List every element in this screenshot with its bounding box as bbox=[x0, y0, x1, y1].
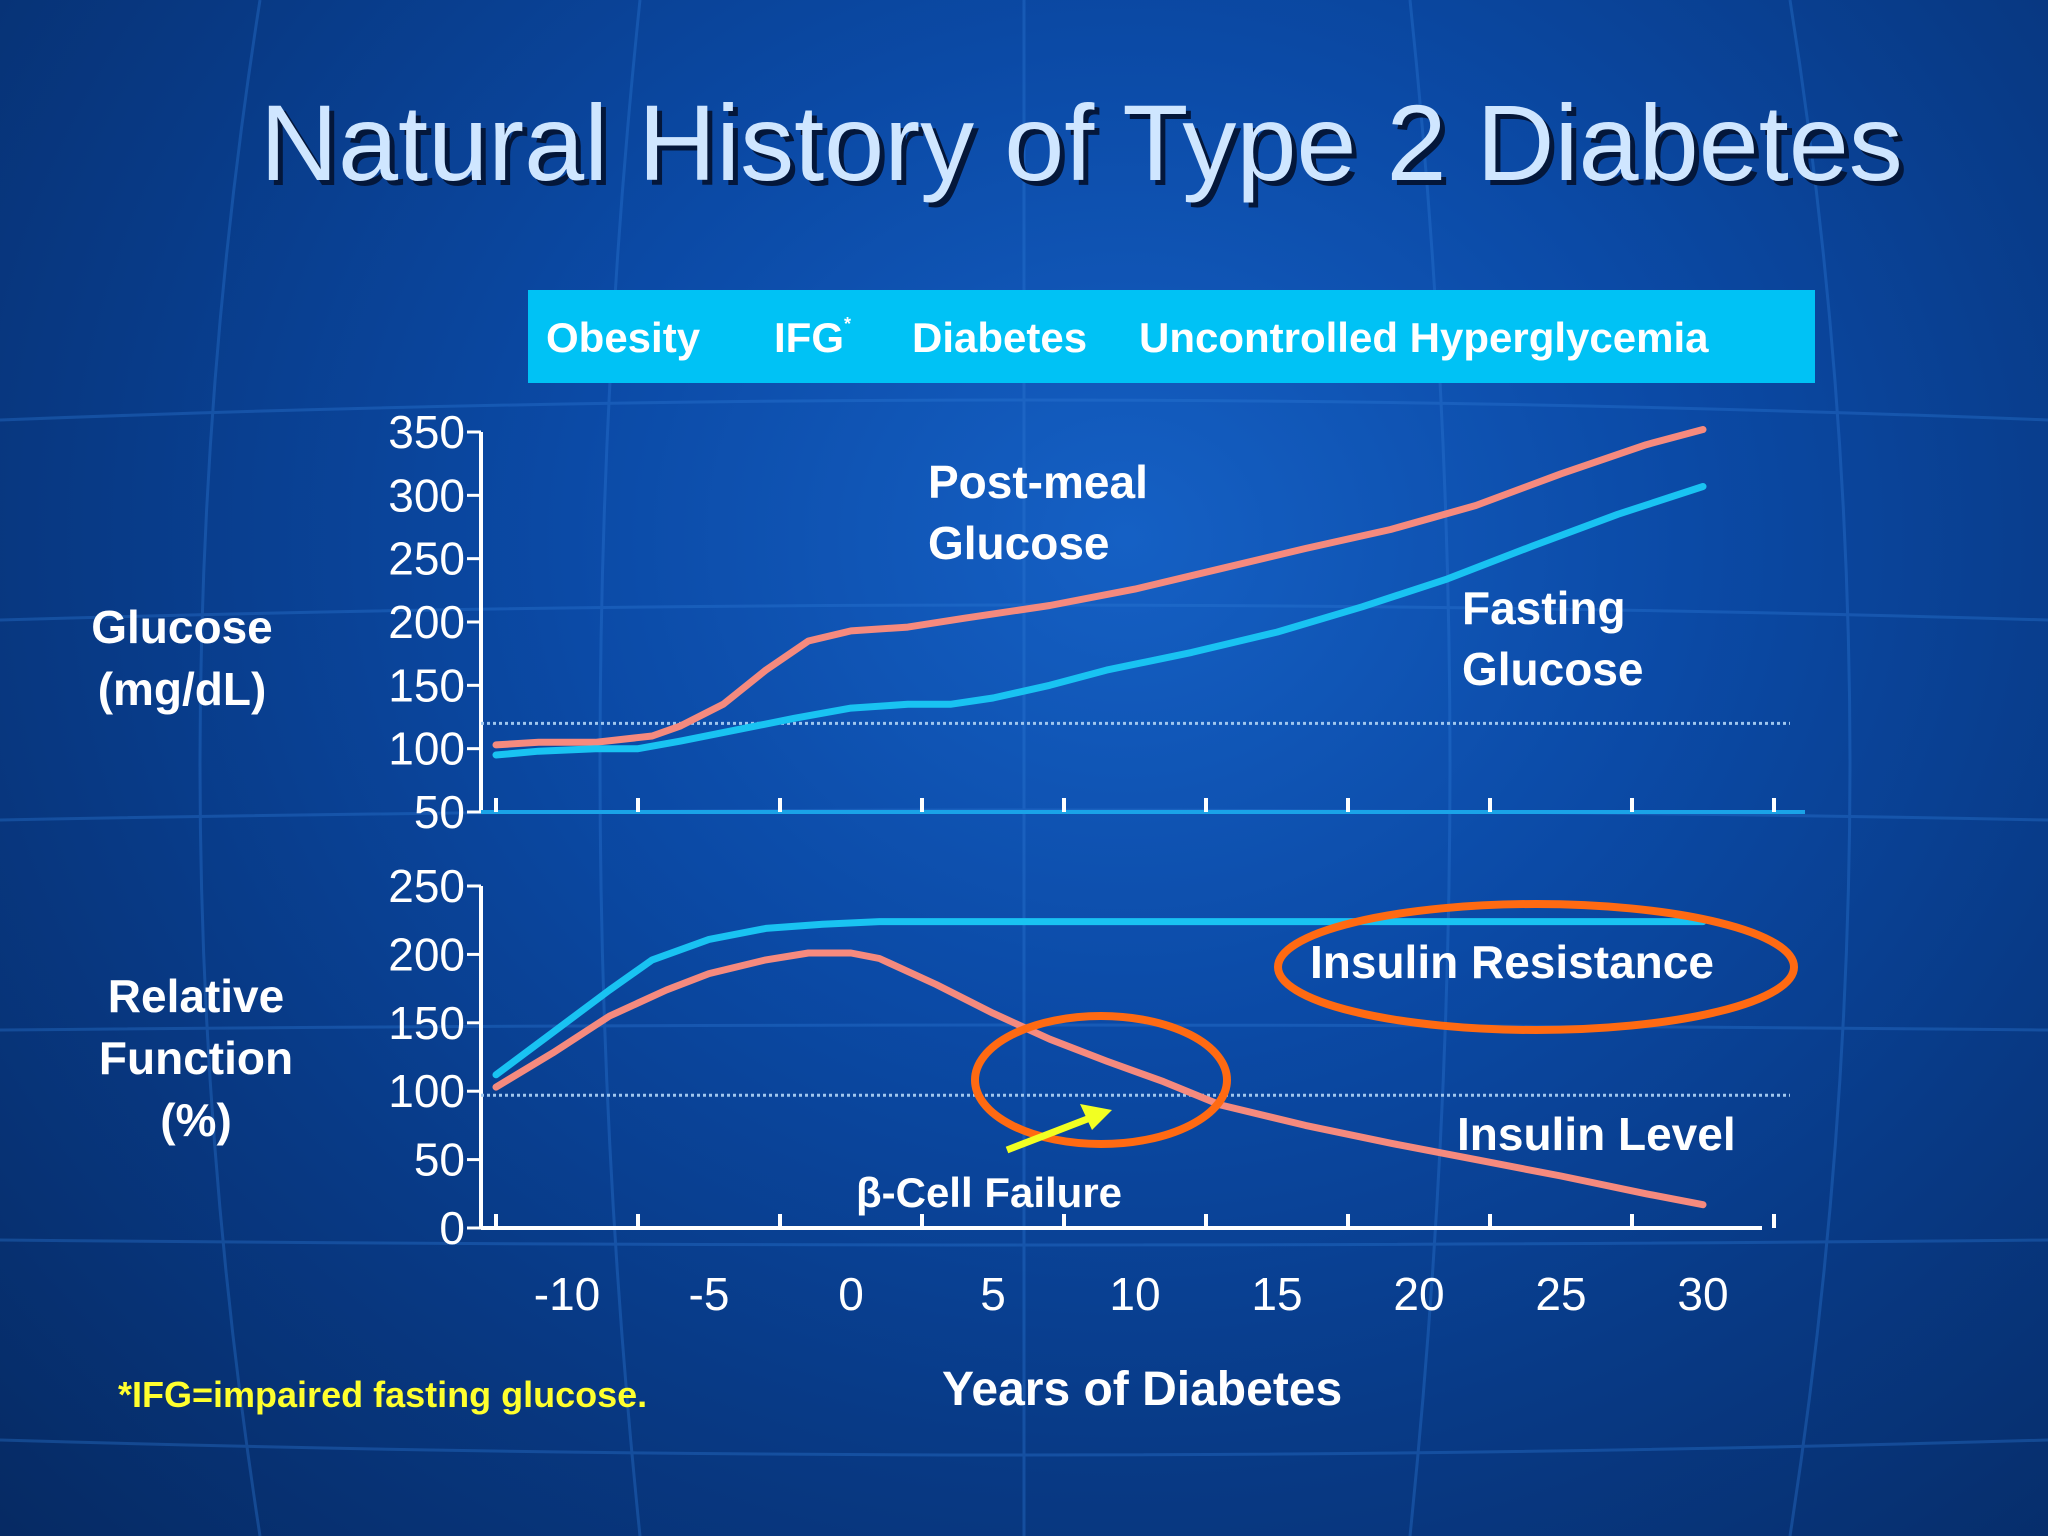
fasting-glucose-label-line1: Fasting bbox=[1462, 582, 1626, 634]
post-meal-glucose-label-line1: Post-meal bbox=[928, 456, 1148, 508]
y-tick-label-relative-function: 250 bbox=[388, 860, 465, 912]
glucose-axis-label-line1: Glucose bbox=[91, 601, 273, 653]
y-tick-label-relative-function: 0 bbox=[439, 1202, 465, 1254]
y-tick-label-glucose: 100 bbox=[388, 723, 465, 775]
y-tick-label-glucose: 50 bbox=[414, 786, 465, 838]
post-meal-glucose-label: Post-meal Glucose bbox=[928, 452, 1148, 574]
function-axis-label: Relative Function (%) bbox=[72, 965, 320, 1151]
function-axis-label-line1: Relative bbox=[107, 970, 285, 1022]
beta-cell-failure-label: β-Cell Failure bbox=[856, 1169, 1123, 1216]
y-tick-label-relative-function: 50 bbox=[414, 1134, 465, 1186]
stage-diabetes: Diabetes bbox=[912, 314, 1088, 361]
fasting-glucose-label-line2: Glucose bbox=[1462, 643, 1644, 695]
y-tick-label-glucose: 350 bbox=[388, 406, 465, 458]
y-tick-label-relative-function: 100 bbox=[388, 1065, 465, 1117]
x-tick-label: 30 bbox=[1677, 1268, 1728, 1320]
y-tick-label-relative-function: 150 bbox=[388, 997, 465, 1049]
stage-ifg: IFG* bbox=[774, 314, 851, 362]
x-tick-label: 10 bbox=[1109, 1268, 1160, 1320]
glucose-axis-label-line2: (mg/dL) bbox=[97, 663, 267, 715]
fasting-glucose-label: Fasting Glucose bbox=[1462, 578, 1644, 700]
y-tick-label-glucose: 200 bbox=[388, 596, 465, 648]
y-tick-label-glucose: 300 bbox=[388, 469, 465, 521]
stage-ifg-footnote-mark: * bbox=[844, 314, 852, 334]
x-tick-label: 5 bbox=[980, 1268, 1006, 1320]
stage-uncontrolled: Uncontrolled Hyperglycemia bbox=[1139, 314, 1709, 361]
post-meal-glucose-label-line2: Glucose bbox=[928, 517, 1110, 569]
stage-bar: Obesity IFG* Diabetes Uncontrolled Hyper… bbox=[528, 290, 1815, 383]
footnote: *IFG=impaired fasting glucose. bbox=[118, 1374, 648, 1415]
series-line-fasting-glucose bbox=[492, 483, 1707, 759]
page-title: Natural History of Type 2 Diabetes bbox=[260, 82, 1903, 203]
y-tick-label-glucose: 250 bbox=[388, 533, 465, 585]
series-line-insulin-level bbox=[492, 949, 1707, 1209]
function-axis-label-line3: (%) bbox=[160, 1094, 232, 1146]
beta-cell-arrow-shaft bbox=[1005, 1114, 1092, 1154]
x-axis-title: Years of Diabetes bbox=[942, 1363, 1343, 1416]
insulin-level-label: Insulin Level bbox=[1457, 1108, 1736, 1160]
glucose-axis-label: Glucose (mg/dL) bbox=[72, 596, 292, 720]
y-tick-label-relative-function: 200 bbox=[388, 928, 465, 980]
function-axis-label-line2: Function bbox=[98, 1032, 294, 1084]
insulin-resistance-label: Insulin Resistance bbox=[1310, 936, 1714, 988]
beta-cell-failure-ellipse bbox=[971, 1012, 1231, 1148]
x-tick-label: -10 bbox=[534, 1268, 600, 1320]
x-tick-label: -5 bbox=[689, 1268, 730, 1320]
beta-cell-arrow-head bbox=[1080, 1104, 1112, 1130]
series-line-post-meal-glucose bbox=[492, 426, 1707, 749]
stage-obesity: Obesity bbox=[546, 314, 701, 361]
x-tick-label: 20 bbox=[1393, 1268, 1444, 1320]
x-tick-label: 25 bbox=[1535, 1268, 1586, 1320]
y-tick-label-glucose: 150 bbox=[388, 659, 465, 711]
insulin-resistance-ellipse bbox=[1274, 900, 1798, 1034]
stage-ifg-label: IFG bbox=[774, 314, 844, 361]
x-tick-label: 15 bbox=[1251, 1268, 1302, 1320]
series-line-insulin-resistance bbox=[492, 918, 1707, 1079]
x-tick-label: 0 bbox=[838, 1268, 864, 1320]
